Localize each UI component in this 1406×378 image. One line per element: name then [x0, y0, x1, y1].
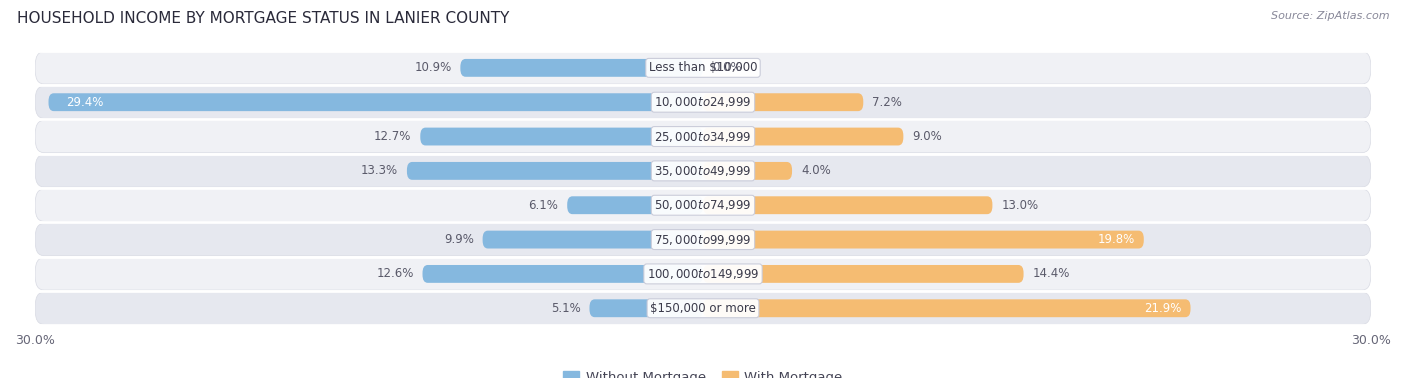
Text: 10.9%: 10.9%	[415, 61, 451, 74]
FancyBboxPatch shape	[567, 196, 703, 214]
FancyBboxPatch shape	[482, 231, 703, 248]
Text: 5.1%: 5.1%	[551, 302, 581, 315]
FancyBboxPatch shape	[703, 196, 993, 214]
FancyBboxPatch shape	[703, 93, 863, 111]
FancyBboxPatch shape	[703, 231, 1144, 248]
FancyBboxPatch shape	[35, 223, 1371, 256]
FancyBboxPatch shape	[35, 52, 1371, 84]
Text: $100,000 to $149,999: $100,000 to $149,999	[647, 267, 759, 281]
Text: 12.6%: 12.6%	[377, 267, 413, 280]
FancyBboxPatch shape	[35, 86, 1371, 118]
FancyBboxPatch shape	[35, 155, 1371, 187]
Text: 9.0%: 9.0%	[912, 130, 942, 143]
Text: $150,000 or more: $150,000 or more	[650, 302, 756, 315]
FancyBboxPatch shape	[589, 299, 703, 317]
Text: 19.8%: 19.8%	[1098, 233, 1135, 246]
FancyBboxPatch shape	[460, 59, 703, 77]
Text: $50,000 to $74,999: $50,000 to $74,999	[654, 198, 752, 212]
Text: 14.4%: 14.4%	[1032, 267, 1070, 280]
Text: 6.1%: 6.1%	[529, 199, 558, 212]
FancyBboxPatch shape	[406, 162, 703, 180]
FancyBboxPatch shape	[35, 121, 1371, 153]
Text: 4.0%: 4.0%	[801, 164, 831, 177]
Text: $10,000 to $24,999: $10,000 to $24,999	[654, 95, 752, 109]
Text: 12.7%: 12.7%	[374, 130, 412, 143]
Text: 29.4%: 29.4%	[66, 96, 104, 109]
Text: $35,000 to $49,999: $35,000 to $49,999	[654, 164, 752, 178]
FancyBboxPatch shape	[422, 265, 703, 283]
FancyBboxPatch shape	[35, 189, 1371, 222]
Text: 0.0%: 0.0%	[711, 61, 741, 74]
FancyBboxPatch shape	[703, 299, 1191, 317]
Text: HOUSEHOLD INCOME BY MORTGAGE STATUS IN LANIER COUNTY: HOUSEHOLD INCOME BY MORTGAGE STATUS IN L…	[17, 11, 509, 26]
Text: $25,000 to $34,999: $25,000 to $34,999	[654, 130, 752, 144]
Text: Less than $10,000: Less than $10,000	[648, 61, 758, 74]
FancyBboxPatch shape	[703, 162, 792, 180]
Text: 7.2%: 7.2%	[872, 96, 903, 109]
Text: 21.9%: 21.9%	[1144, 302, 1181, 315]
FancyBboxPatch shape	[35, 258, 1371, 290]
Text: 9.9%: 9.9%	[444, 233, 474, 246]
FancyBboxPatch shape	[420, 128, 703, 146]
Text: 13.3%: 13.3%	[361, 164, 398, 177]
FancyBboxPatch shape	[35, 292, 1371, 324]
Text: $75,000 to $99,999: $75,000 to $99,999	[654, 232, 752, 246]
FancyBboxPatch shape	[703, 265, 1024, 283]
Legend: Without Mortgage, With Mortgage: Without Mortgage, With Mortgage	[564, 371, 842, 378]
Text: 13.0%: 13.0%	[1001, 199, 1039, 212]
FancyBboxPatch shape	[703, 128, 903, 146]
FancyBboxPatch shape	[49, 93, 703, 111]
Text: Source: ZipAtlas.com: Source: ZipAtlas.com	[1271, 11, 1389, 21]
